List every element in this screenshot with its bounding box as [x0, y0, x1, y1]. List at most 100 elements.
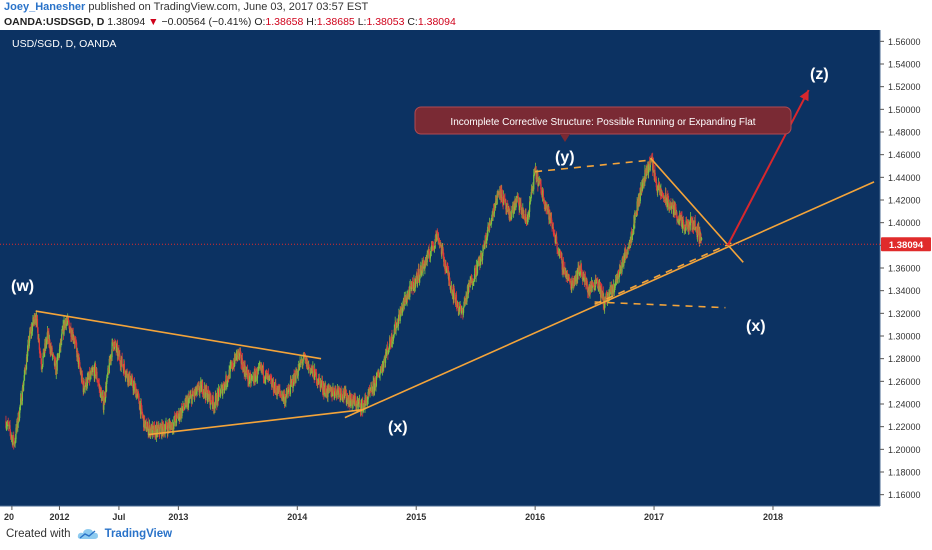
candle-body [37, 327, 39, 340]
candle-body [194, 391, 196, 395]
candle-body [420, 265, 422, 276]
candle-body [451, 286, 453, 295]
candle-body [164, 424, 167, 430]
candle-body [406, 301, 408, 303]
annotation-text: Incomplete Corrective Structure: Possibl… [450, 117, 755, 128]
candle-body [616, 274, 618, 278]
candle-body [526, 219, 528, 222]
candle-body [612, 286, 614, 294]
candle-body [155, 425, 158, 438]
candle-body [68, 320, 70, 323]
candle-body [633, 216, 635, 231]
candle-body [369, 390, 372, 392]
candle-body [572, 280, 574, 287]
candle-body [538, 180, 540, 182]
candle-body [23, 375, 25, 381]
candle-body [78, 358, 80, 365]
candle-body [654, 177, 657, 179]
candle-body [166, 426, 168, 429]
tradingview-brand[interactable]: TradingView [104, 528, 173, 540]
candle-body [481, 253, 484, 261]
candle-body [309, 367, 311, 369]
candle-body [157, 427, 159, 429]
author-name[interactable]: Joey_Hanesher [4, 1, 86, 13]
candle-body [202, 382, 204, 394]
candle-body [505, 200, 507, 210]
candle-body [632, 231, 634, 233]
candle-body [334, 390, 336, 396]
candle-body [428, 254, 431, 257]
candle-body [488, 222, 490, 229]
candle-body [189, 397, 191, 399]
candle-body [570, 288, 572, 290]
candle-body [487, 225, 490, 228]
candle-body [316, 383, 318, 385]
candle-body [46, 340, 48, 345]
candle-body [689, 220, 691, 230]
candle-body [644, 169, 646, 183]
candle-body [123, 363, 126, 370]
candle-body [145, 422, 147, 432]
candle-body [175, 413, 178, 423]
candle-body [590, 289, 592, 291]
candle-body [629, 239, 631, 248]
candle-body [374, 379, 377, 387]
candle-body [6, 424, 8, 426]
candle-body [167, 422, 169, 434]
candle-body [459, 307, 461, 310]
candle-body [383, 358, 385, 362]
candle-body [427, 250, 429, 258]
candle-body [436, 231, 438, 241]
candle-body [27, 344, 29, 351]
candle-body [477, 260, 479, 265]
candle-body [360, 403, 362, 412]
candle-body [15, 427, 17, 440]
candle-body [19, 405, 21, 408]
candle-body [692, 219, 694, 228]
candle-body [325, 385, 327, 392]
candle-body [596, 281, 598, 282]
price-chart[interactable]: USD/SGD, D, OANDA 1.56000 1.54000 1.52000 1… [0, 30, 932, 524]
price-tick-label: 1.26000 [888, 377, 921, 387]
candle-body [361, 403, 363, 405]
candle-body [662, 193, 664, 196]
candle-body [391, 333, 393, 344]
candle-body [460, 308, 463, 313]
candle-body [523, 214, 525, 217]
candle-body [621, 261, 623, 272]
candle-body [28, 340, 30, 347]
time-tick-label: 2014 [287, 512, 307, 522]
candle-body [56, 356, 58, 371]
candle-body [370, 387, 372, 392]
candle-body [402, 302, 404, 309]
candle-body [554, 235, 556, 238]
candle-body [415, 277, 417, 284]
price-tick-label: 1.34000 [888, 286, 921, 296]
candle-body [137, 393, 140, 396]
candle-body [23, 380, 25, 386]
candle-body [635, 213, 637, 215]
candle-body [14, 439, 17, 441]
candle-body [509, 209, 511, 218]
candle-body [620, 269, 622, 271]
candle-body [39, 349, 41, 353]
candle-body [677, 219, 679, 221]
candle-body [354, 397, 356, 406]
candle-body [393, 334, 395, 336]
candle-body [250, 378, 252, 383]
candle-body [672, 202, 674, 215]
candle-body [125, 371, 127, 377]
candle-body [497, 193, 499, 197]
candle-body [105, 382, 108, 392]
annotation-callout[interactable]: Incomplete Corrective Structure: Possibl… [414, 106, 792, 142]
candle-body [128, 375, 130, 383]
candle-body [162, 422, 164, 427]
candle-body [321, 380, 324, 391]
price-change: −0.00564 (−0.41%) [161, 16, 252, 28]
candle-body [688, 221, 690, 228]
candle-body [600, 285, 603, 288]
candle-body [646, 168, 648, 171]
candle-body [320, 383, 323, 385]
candle-body [19, 407, 21, 419]
candle-body [434, 243, 436, 247]
